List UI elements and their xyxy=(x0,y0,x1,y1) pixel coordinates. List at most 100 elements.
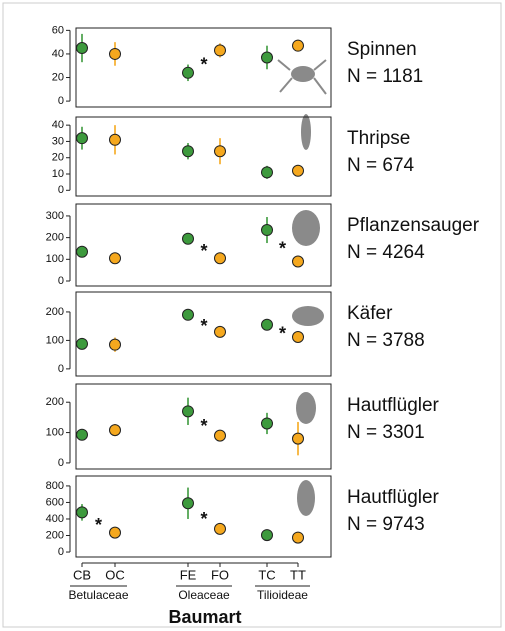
point xyxy=(109,338,121,351)
point xyxy=(76,428,88,441)
panel-box xyxy=(75,475,332,558)
significance-mark: * xyxy=(200,241,207,261)
x-axis-title: Baumart xyxy=(168,607,241,627)
point xyxy=(182,145,194,158)
point xyxy=(182,405,194,418)
panel-title: Pflanzensauger xyxy=(347,215,480,236)
point xyxy=(109,133,121,146)
y-tick-label: 0 xyxy=(58,275,64,287)
x-tick-label: CB xyxy=(73,567,91,582)
y-tick-label: 100 xyxy=(46,253,64,265)
y-tick-label: 40 xyxy=(52,48,64,60)
group-label: Tilioideae xyxy=(257,588,308,602)
group-label: Betulaceae xyxy=(68,588,128,602)
point xyxy=(76,506,88,519)
point xyxy=(292,39,304,52)
panel-subtitle: N = 9743 xyxy=(347,514,425,535)
point xyxy=(261,224,273,237)
point xyxy=(76,132,88,145)
fly-icon xyxy=(297,480,315,516)
y-tick-label: 400 xyxy=(46,513,64,525)
bug-icon xyxy=(292,210,320,246)
point xyxy=(109,252,121,265)
point xyxy=(261,417,273,430)
significance-mark: * xyxy=(279,239,286,259)
y-tick-label: 0 xyxy=(58,457,64,469)
point xyxy=(261,51,273,64)
point xyxy=(214,325,226,338)
panel-subtitle: N = 1181 xyxy=(347,66,423,87)
significance-mark: * xyxy=(200,54,207,74)
panel-subtitle: N = 4264 xyxy=(347,242,425,263)
y-tick-label: 0 xyxy=(58,546,64,558)
y-tick-label: 10 xyxy=(52,168,64,180)
significance-mark: * xyxy=(200,316,207,336)
x-tick-label: TT xyxy=(290,567,306,582)
point xyxy=(182,497,194,510)
beetle-icon xyxy=(292,306,324,326)
point xyxy=(214,522,226,535)
spider-legs xyxy=(277,59,327,95)
point xyxy=(214,44,226,57)
silhouettes xyxy=(277,59,327,516)
point xyxy=(76,337,88,350)
y-tick-label: 200 xyxy=(46,232,64,244)
point xyxy=(109,526,121,539)
point xyxy=(76,42,88,55)
point xyxy=(261,529,273,542)
wasp-icon xyxy=(296,392,316,424)
spider-icon xyxy=(291,66,315,82)
panel-title: Käfer xyxy=(347,303,393,324)
significance-mark: * xyxy=(279,324,286,344)
point xyxy=(76,245,88,258)
panel-title: Hautflügler xyxy=(347,395,440,416)
y-tick-label: 0 xyxy=(58,363,64,375)
y-tick-label: 60 xyxy=(52,24,64,36)
panel-title: Thripse xyxy=(347,128,410,149)
x-tick-label: FE xyxy=(180,567,197,582)
point xyxy=(261,166,273,179)
group-label: Oleaceae xyxy=(178,588,230,602)
panel-title: Spinnen xyxy=(347,39,417,60)
y-tick-label: 100 xyxy=(46,426,64,438)
point xyxy=(261,318,273,331)
panel-subtitle: N = 674 xyxy=(347,155,415,176)
panel-box xyxy=(75,203,332,287)
point xyxy=(292,164,304,177)
point xyxy=(182,308,194,321)
y-tick-label: 200 xyxy=(46,529,64,541)
significance-mark: * xyxy=(200,416,207,436)
point xyxy=(182,66,194,79)
panel-box xyxy=(75,291,332,377)
x-tick-label: TC xyxy=(258,567,275,582)
panel-subtitle: N = 3301 xyxy=(347,422,425,443)
panel-box xyxy=(75,383,332,470)
point xyxy=(292,330,304,343)
y-tick-label: 20 xyxy=(52,152,64,164)
thrips-icon xyxy=(301,114,311,150)
significance-mark: * xyxy=(200,509,207,529)
y-tick-label: 40 xyxy=(52,119,64,131)
point xyxy=(214,252,226,265)
x-tick-label: FO xyxy=(211,567,229,582)
point xyxy=(292,432,304,445)
point xyxy=(109,424,121,437)
y-tick-label: 800 xyxy=(46,480,64,492)
panel-subtitle: N = 3788 xyxy=(347,330,425,351)
y-tick-label: 100 xyxy=(46,334,64,346)
y-tick-label: 600 xyxy=(46,496,64,508)
point xyxy=(109,47,121,60)
x-tick-label: OC xyxy=(105,567,125,582)
panel-title: Hautflügler xyxy=(347,487,440,508)
point xyxy=(214,429,226,442)
point xyxy=(292,531,304,544)
y-tick-label: 0 xyxy=(58,95,64,107)
y-tick-label: 30 xyxy=(52,135,64,147)
panel-box xyxy=(75,27,332,108)
y-tick-label: 0 xyxy=(58,184,64,196)
y-tick-label: 20 xyxy=(52,71,64,83)
panel-box xyxy=(75,116,332,197)
point xyxy=(214,145,226,158)
